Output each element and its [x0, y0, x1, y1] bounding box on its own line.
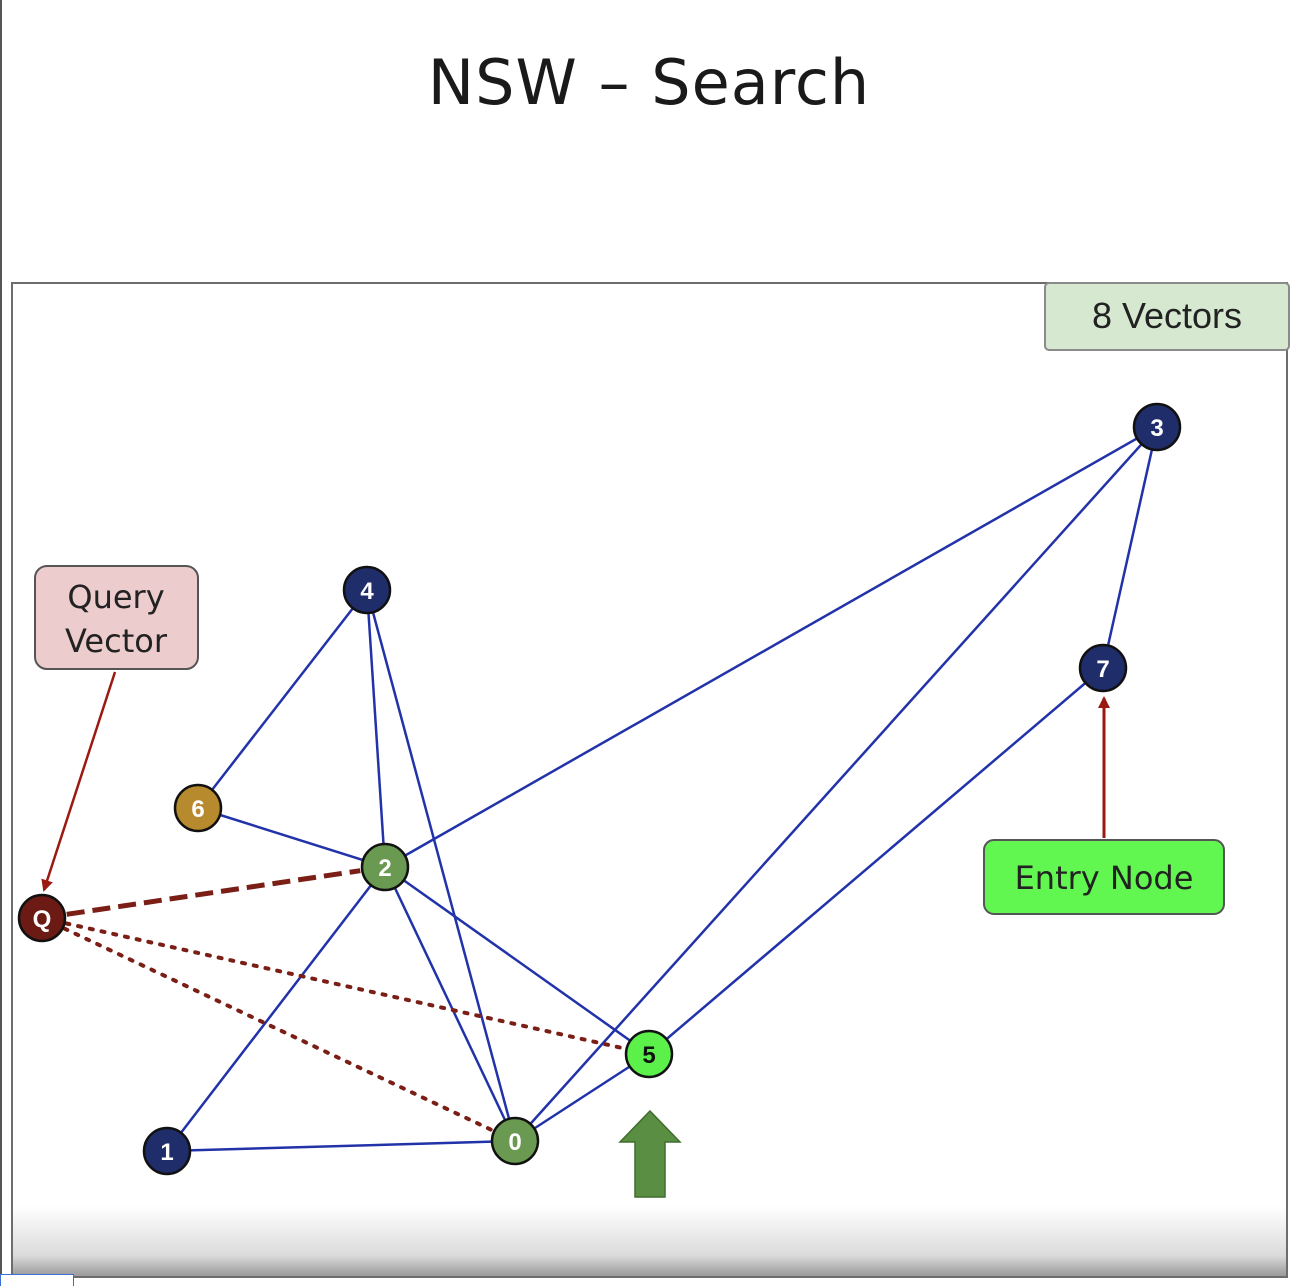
node-0-circle	[490, 1116, 540, 1166]
query-callout-line-2: Vector	[65, 622, 168, 660]
node-1-label: 1	[160, 1139, 173, 1166]
query-links-layer	[62, 868, 627, 1133]
query-link-2	[66, 868, 361, 917]
edge-2-3	[384, 425, 1158, 869]
node-Q: Q	[17, 893, 67, 943]
node-3-label: 3	[1150, 415, 1163, 442]
entry-callout-label: Entry Node	[1015, 859, 1194, 897]
bottom-left-tab	[0, 1274, 74, 1286]
edge-0-3	[514, 426, 1158, 1142]
node-2-circle	[360, 842, 410, 892]
edge-4-0	[365, 589, 517, 1142]
node-7-label: 7	[1096, 656, 1109, 683]
node-6-circle	[173, 783, 223, 833]
node-2: 2	[360, 842, 410, 892]
query-link-0	[62, 926, 495, 1133]
vector-count-label: 8 Vectors	[1092, 295, 1242, 336]
edge-4-6	[197, 589, 368, 809]
node-Q-label: Q	[33, 906, 52, 933]
left-edge-line	[0, 0, 2, 1286]
node-Q-circle	[17, 893, 67, 943]
edges-layer	[166, 425, 1159, 1153]
edge-3-7	[1101, 426, 1159, 669]
current-node-up-arrow	[618, 1109, 682, 1198]
query-callout-arrow	[41, 671, 117, 892]
node-5-circle	[624, 1029, 674, 1079]
edge-0-5	[514, 1052, 650, 1143]
node-1-circle	[142, 1126, 192, 1176]
query-callout-line-1: Query	[67, 578, 164, 616]
node-4-circle	[342, 565, 392, 615]
node-4: 4	[342, 565, 392, 615]
node-7: 7	[1078, 643, 1128, 693]
query-link-5	[64, 921, 627, 1051]
slide-title: NSW – Search	[427, 46, 871, 119]
node-1: 1	[142, 1126, 192, 1176]
edge-6-2	[197, 806, 386, 869]
query-vector-callout: Query Vector	[34, 565, 199, 892]
edge-2-5	[384, 865, 650, 1056]
node-2-label: 2	[378, 855, 391, 882]
node-4-label: 4	[360, 578, 374, 605]
node-3-circle	[1132, 402, 1182, 452]
node-7-circle	[1078, 643, 1128, 693]
node-3: 3	[1132, 402, 1182, 452]
nodes-layer: 0 1 2 3 4 5 6 7 Q	[17, 402, 1182, 1176]
edge-4-2	[365, 589, 387, 868]
node-5-label: 5	[642, 1042, 655, 1069]
node-0-label: 0	[508, 1129, 521, 1156]
node-0: 0	[490, 1116, 540, 1166]
edge-5-7	[648, 667, 1104, 1055]
vector-count-tag: 8 Vectors	[1044, 282, 1290, 351]
edge-2-0	[383, 866, 517, 1142]
node-6-label: 6	[191, 796, 204, 823]
edge-1-0	[166, 1139, 516, 1153]
node-6: 6	[173, 783, 223, 833]
node-5: 5	[624, 1029, 674, 1079]
edge-2-1	[166, 866, 386, 1152]
entry-node-callout: Entry Node	[983, 696, 1225, 915]
